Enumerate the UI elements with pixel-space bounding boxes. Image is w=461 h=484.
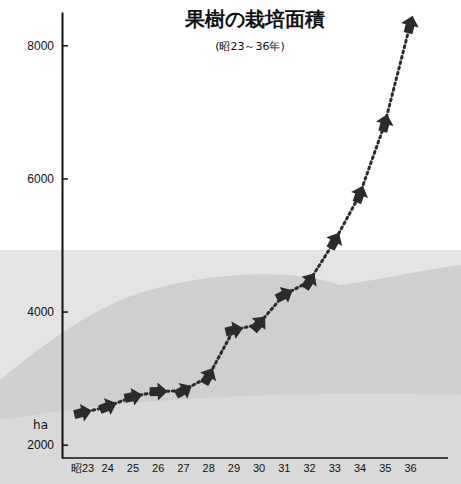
x-tick: 26 <box>152 462 164 474</box>
y-tick-mark <box>62 444 68 446</box>
chart: 2000 4000 6000 8000 昭23 24 25 26 27 28 29 30 31 32 33 3… <box>0 0 461 484</box>
x-tick: 36 <box>404 462 416 474</box>
x-tick-label: 昭23 <box>71 462 94 474</box>
x-tick-label: 34 <box>354 462 366 474</box>
x-tick: 24 <box>102 462 114 474</box>
y-tick-label: 6000 <box>27 172 54 186</box>
background <box>0 250 461 484</box>
background-band <box>0 250 461 484</box>
data-point <box>273 282 297 306</box>
y-axis-line <box>62 13 64 459</box>
subtitle: (昭23～36年) <box>215 40 285 53</box>
x-tick-label: 28 <box>203 462 215 474</box>
x-tick-label: 25 <box>127 462 139 474</box>
y-tick-label: 2000 <box>27 438 54 452</box>
x-tick-label: 32 <box>303 462 315 474</box>
x-tick: 30 <box>253 462 265 474</box>
x-tick-label: 33 <box>329 462 341 474</box>
title: 果樹の栽培面積 <box>184 7 325 31</box>
y-tick-label: 4000 <box>27 305 54 319</box>
data-point <box>172 378 196 402</box>
y-tick: 2000 <box>27 438 68 452</box>
x-axis: 昭23 24 25 26 27 28 29 30 31 32 33 34 35 36 <box>62 458 448 474</box>
x-tick: 33 <box>329 462 341 474</box>
data-point <box>323 229 347 253</box>
x-tick-label: 30 <box>253 462 265 474</box>
data-point <box>96 395 119 418</box>
x-tick: 28 <box>203 462 215 474</box>
y-tick-label: 8000 <box>27 39 54 53</box>
data-line <box>82 25 410 412</box>
x-tick-label: 26 <box>152 462 164 474</box>
x-tick: 昭23 <box>71 462 94 474</box>
y-tick-mark <box>62 311 68 313</box>
background-hill <box>0 265 461 484</box>
y-tick: 6000 <box>27 172 68 186</box>
x-axis-line <box>62 457 448 459</box>
x-tick-label: 36 <box>404 462 416 474</box>
data-point <box>196 364 220 388</box>
data-point <box>123 386 144 407</box>
y-tick-mark <box>62 45 68 47</box>
x-tick: 32 <box>303 462 315 474</box>
x-tick: 25 <box>127 462 139 474</box>
data-point <box>72 402 94 424</box>
data-point <box>399 13 421 35</box>
data-point <box>374 112 396 134</box>
data-point <box>224 319 246 341</box>
data-point <box>297 268 322 293</box>
y-tick: 8000 <box>27 39 68 53</box>
y-tick: 4000 <box>27 305 68 319</box>
x-tick: 34 <box>354 462 366 474</box>
y-tick-mark <box>62 178 68 180</box>
x-tick: 31 <box>278 462 290 474</box>
x-tick-label: 24 <box>102 462 114 474</box>
x-tick: 29 <box>228 462 240 474</box>
x-tick-label: 29 <box>228 462 240 474</box>
x-tick-label: 27 <box>177 462 189 474</box>
data-point <box>247 311 272 336</box>
x-tick-label: 35 <box>379 462 391 474</box>
x-tick: 27 <box>177 462 189 474</box>
data-point <box>348 183 371 206</box>
data-point <box>149 382 167 400</box>
plot-area <box>72 13 421 423</box>
y-axis: 2000 4000 6000 8000 <box>27 13 68 459</box>
y-axis-title: ha <box>33 418 48 432</box>
x-tick-label: 31 <box>278 462 290 474</box>
background-field <box>0 394 461 484</box>
x-tick: 35 <box>379 462 391 474</box>
